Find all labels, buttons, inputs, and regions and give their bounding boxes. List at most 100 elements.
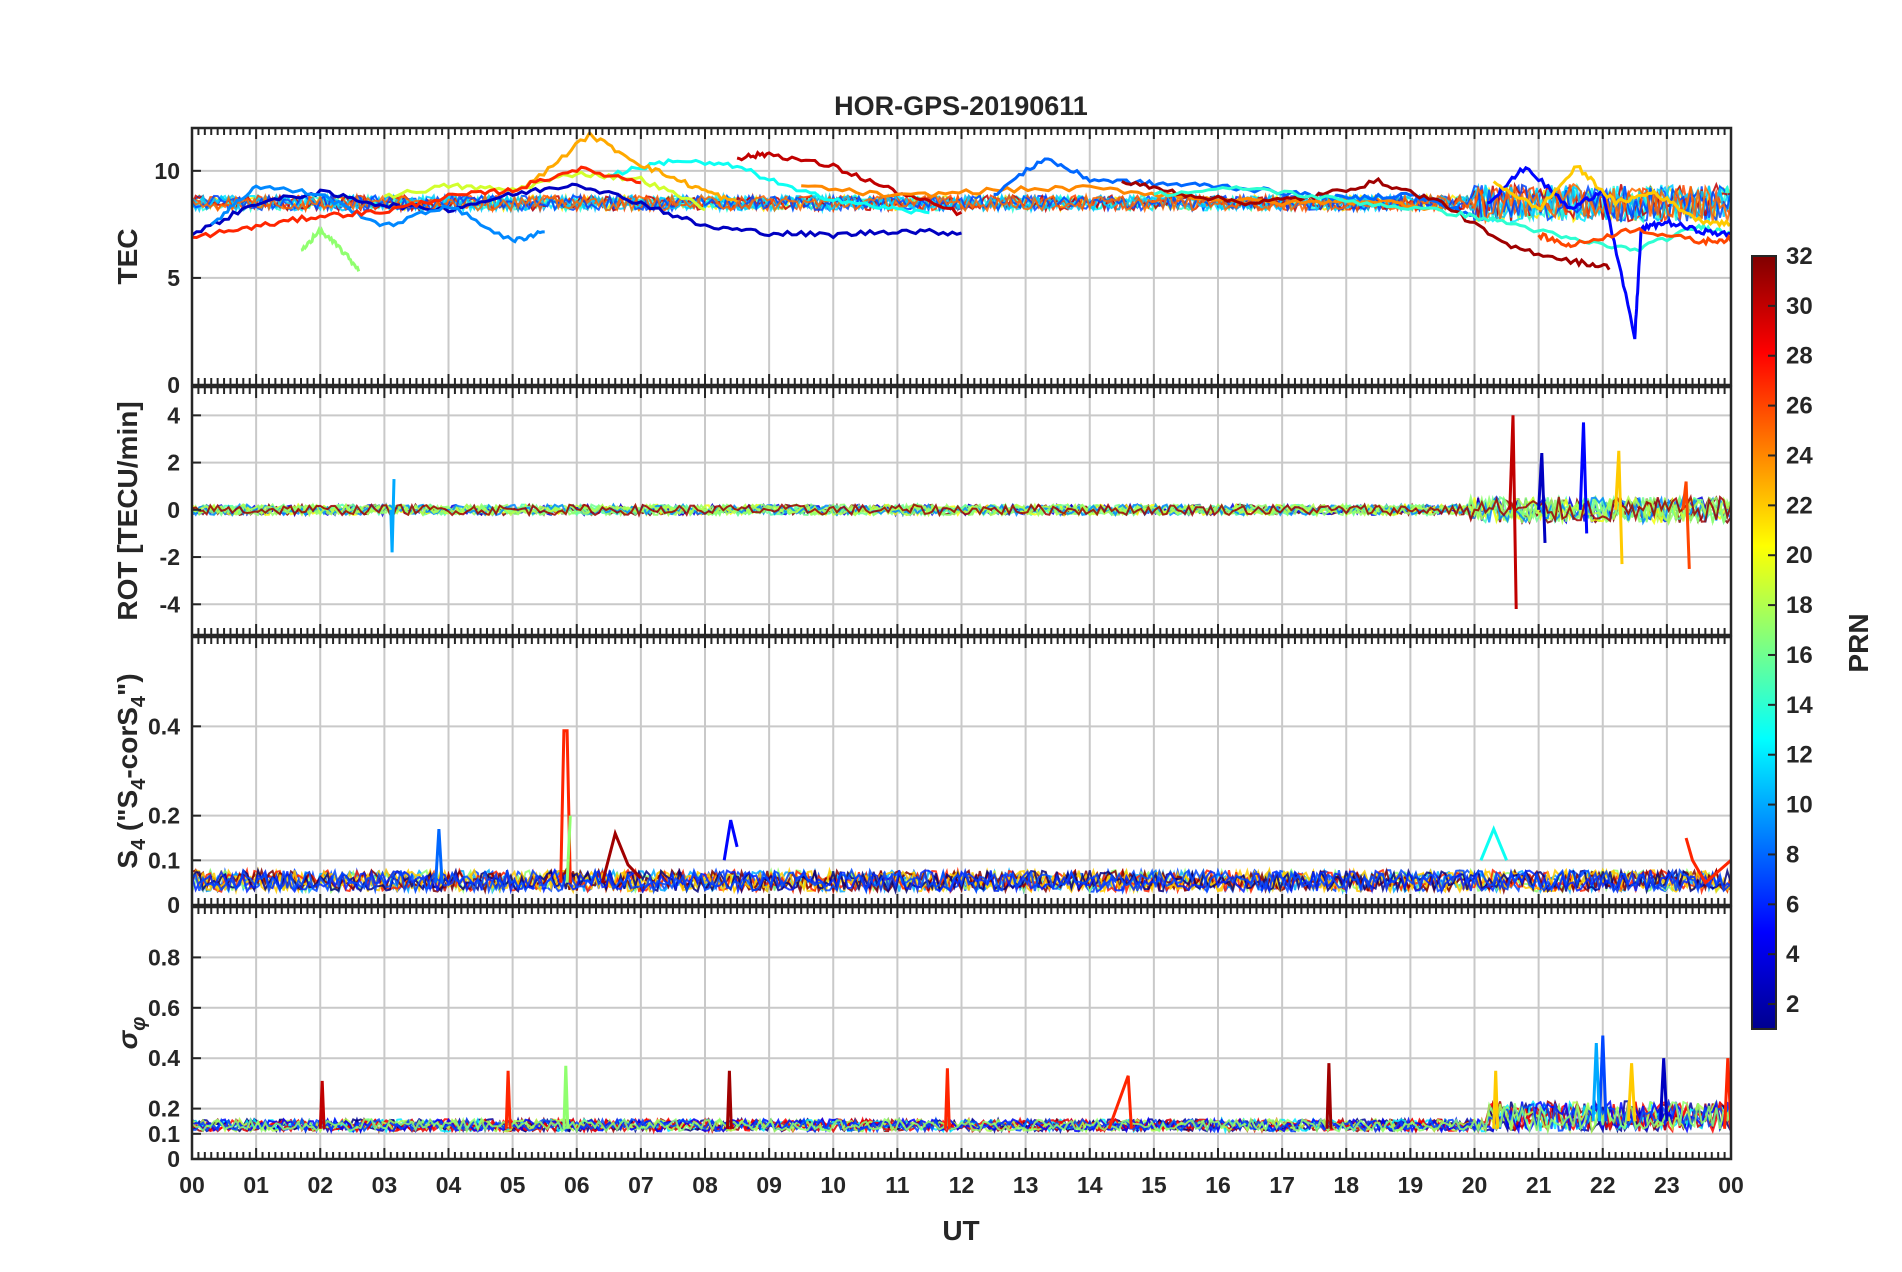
y-tick-label-tec: 10 — [154, 158, 180, 184]
colorbar-tick-label: 22 — [1786, 492, 1813, 519]
series-prn-9 — [210, 184, 545, 244]
y-axis-label-sigma: σφ — [112, 1017, 150, 1050]
x-tick-label: 06 — [564, 1172, 590, 1198]
y-tick-label-rot: -2 — [160, 544, 180, 570]
series-prn-31 — [1121, 176, 1611, 271]
colorbar-tick-label: 20 — [1786, 542, 1813, 569]
noise-trace-tec — [192, 183, 1731, 222]
series-prn-22 — [1626, 1063, 1637, 1122]
series-prn-8 — [993, 157, 1475, 217]
y-tick-label-tec: 5 — [167, 265, 180, 291]
series-prn-27 — [192, 165, 642, 240]
series-prn-27 — [1684, 837, 1731, 886]
series-prn-10 — [1591, 1043, 1601, 1122]
noise-trace-rot — [192, 493, 1731, 524]
series-prn-27 — [559, 729, 572, 883]
x-tick-label: 21 — [1526, 1172, 1552, 1198]
series-prn-31 — [725, 1070, 733, 1129]
x-tick-label: 03 — [372, 1172, 398, 1198]
x-tick-label: 22 — [1590, 1172, 1616, 1198]
series-prn-8 — [434, 829, 444, 883]
x-tick-label: 18 — [1333, 1172, 1359, 1198]
series-prn-27 — [504, 1070, 512, 1129]
panel-tec-ticks — [191, 128, 1732, 385]
y-tick-label-rot: 0 — [167, 497, 180, 523]
series-prn-14 — [1153, 185, 1731, 253]
series-prn-30 — [1508, 415, 1518, 610]
series-prn-13 — [608, 158, 930, 215]
panel-s4: 0 0.1 0.2 0.4S4​ ("S4​-corS4​") — [112, 635, 1733, 918]
colorbar-tick-label: 24 — [1786, 442, 1813, 469]
series-prn-5 — [1578, 422, 1589, 534]
panel-rot: -4 -2 0 2 4 ROT [TECU/min] — [112, 385, 1733, 637]
colorbar-tick-label: 28 — [1786, 343, 1813, 370]
series-prn-17 — [562, 1065, 570, 1129]
series-prn-3 — [192, 182, 962, 240]
colorbar-tick-label: 2 — [1786, 991, 1799, 1018]
y-tick-label-sigma: 0.8 — [148, 944, 180, 970]
panel-s4-grid — [191, 637, 1732, 906]
x-tick-label: 02 — [307, 1172, 333, 1198]
series-prn-5 — [722, 819, 739, 861]
x-tick-label: 15 — [1141, 1172, 1167, 1198]
colorbar-tick-label: 16 — [1786, 642, 1813, 669]
series-prn-3 — [1537, 453, 1547, 543]
series-prn-5 — [1486, 165, 1731, 340]
y-tick-label-s4: 0.4 — [148, 713, 180, 739]
series-prn-27 — [1107, 1075, 1133, 1130]
noise-trace-tec — [192, 182, 1731, 225]
series-prn-13 — [1479, 825, 1508, 861]
colorbar-tick-label: 32 — [1786, 243, 1813, 270]
panel-tec: 0 5 10 TEC — [112, 126, 1733, 398]
series-prn-17 — [565, 815, 572, 883]
series-prn-27 — [944, 1068, 951, 1129]
x-tick-label: 09 — [756, 1172, 782, 1198]
series-prn-7 — [1598, 1035, 1608, 1122]
series-prn-23 — [524, 130, 738, 203]
panel-sigma: 00.10.2 0.4 0.6 0.8 σφ — [112, 905, 1733, 1172]
series-prn-22 — [1492, 165, 1731, 229]
x-tick-label: 12 — [949, 1172, 975, 1198]
chart-title: HOR-GPS-20190611 — [834, 91, 1088, 121]
series-prn-31 — [600, 828, 642, 884]
x-tick-label: 05 — [500, 1172, 526, 1198]
x-tick-label: 20 — [1462, 1172, 1488, 1198]
colorbar-tick-label: 8 — [1786, 841, 1799, 868]
y-tick-label-s4: 0.1 — [148, 847, 180, 873]
series-prn-22 — [1492, 1070, 1500, 1129]
panel-s4-data — [192, 729, 1731, 896]
panel-s4-ticks — [191, 637, 1732, 905]
noise-trace-s4 — [192, 867, 1731, 895]
y-tick-label-rot: -4 — [160, 591, 181, 617]
panel-sigma-ticks — [191, 907, 1732, 1159]
colorbar-gradient — [1751, 255, 1777, 1030]
y-tick-label-rot: 2 — [167, 450, 180, 476]
y-tick-label-tec: 0 — [167, 372, 180, 398]
y-tick-label-rot: 4 — [167, 402, 180, 428]
x-tick-label: 07 — [628, 1172, 654, 1198]
y-tick-label-sigma: 0.6 — [148, 995, 180, 1021]
x-tick-label: 23 — [1654, 1172, 1680, 1198]
colorbar-tick-label: 14 — [1786, 692, 1813, 719]
y-tick-label-s4: 0 — [167, 892, 180, 918]
panel-rot-data — [192, 415, 1731, 610]
x-tick-label: 08 — [692, 1172, 718, 1198]
panel-rot-ticks — [191, 387, 1732, 635]
series-prn-22 — [1614, 450, 1624, 565]
colorbar-tick-label: 4 — [1786, 941, 1800, 968]
y-axis-label-s4: S4​ ("S4​-corS4​") — [112, 673, 150, 868]
colorbar-tick-label: 6 — [1786, 891, 1799, 918]
series-prn-26 — [1537, 226, 1731, 249]
x-axis-label: UT — [942, 1215, 979, 1246]
colorbar-tick-label: 18 — [1786, 592, 1813, 619]
colorbar-tick-label: 10 — [1786, 792, 1813, 819]
x-tick-label: 00 — [179, 1172, 205, 1198]
y-tick-label-sigma: 0.1 — [148, 1121, 180, 1147]
x-tick-label: 00 — [1718, 1172, 1744, 1198]
series-prn-30 — [736, 150, 963, 217]
x-tick-label: 13 — [1013, 1172, 1039, 1198]
colorbar-tick-label: 12 — [1786, 742, 1813, 769]
